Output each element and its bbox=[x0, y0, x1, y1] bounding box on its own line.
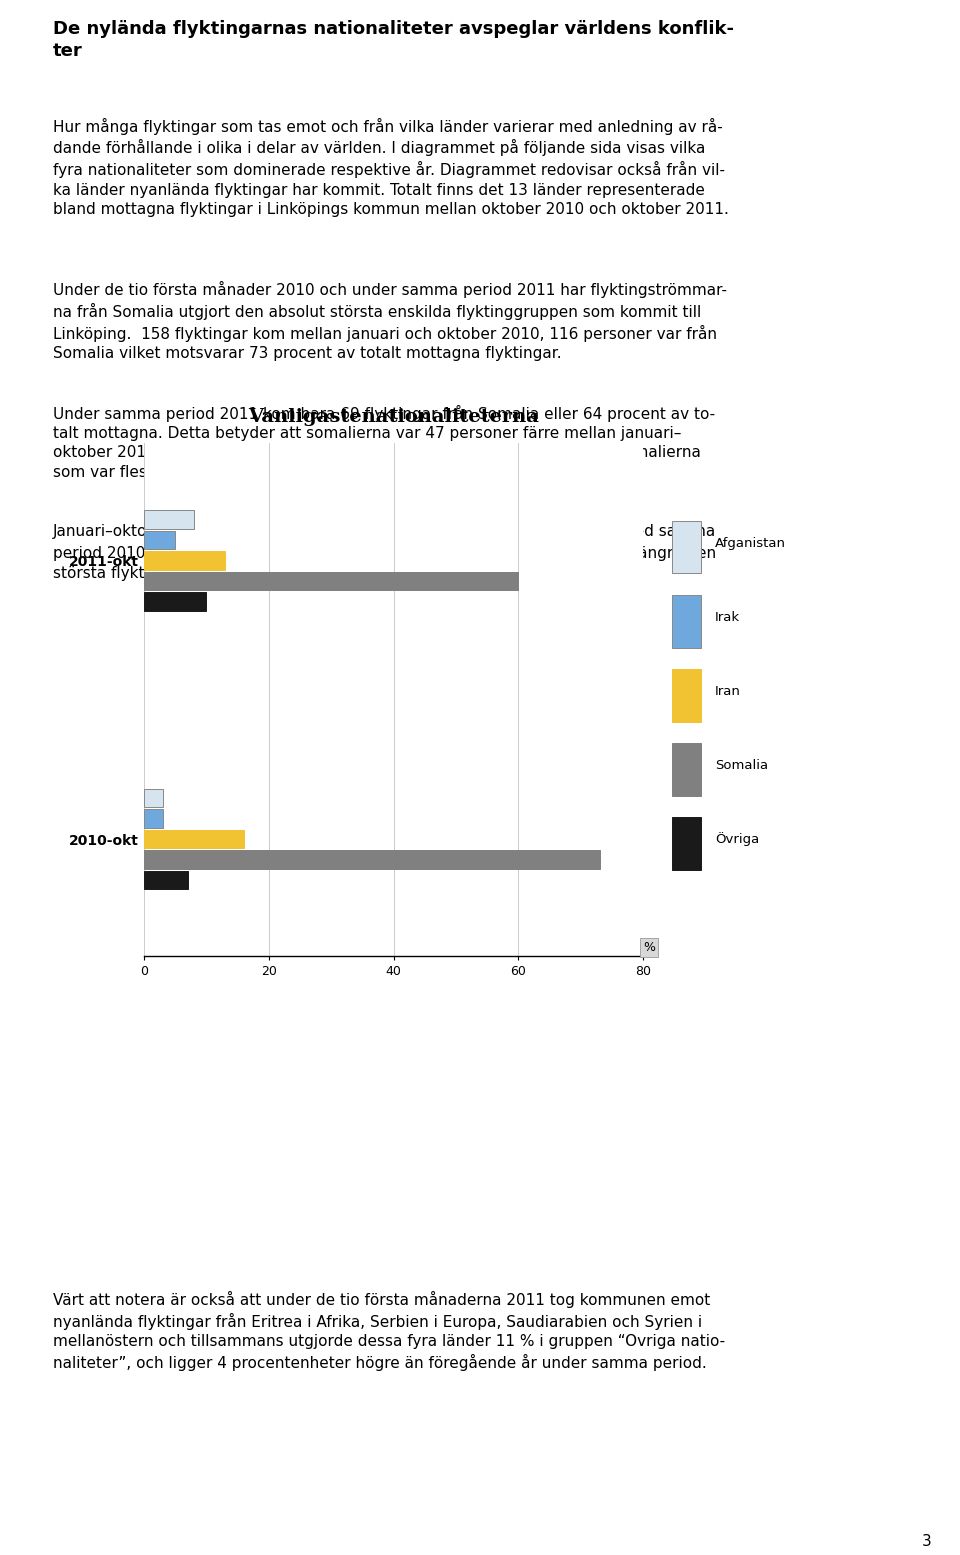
Bar bbox=[144, 851, 599, 869]
Text: %: % bbox=[643, 941, 655, 953]
Text: Övriga: Övriga bbox=[715, 832, 759, 846]
FancyBboxPatch shape bbox=[672, 521, 701, 574]
FancyBboxPatch shape bbox=[672, 596, 701, 647]
Bar bbox=[144, 592, 206, 611]
Text: Under samma period 2011 kom bara 69 flyktingar från Somalia eller 64 procent av : Under samma period 2011 kom bara 69 flyk… bbox=[53, 404, 715, 479]
Text: 3: 3 bbox=[922, 1533, 931, 1549]
FancyBboxPatch shape bbox=[672, 669, 701, 722]
Bar bbox=[144, 550, 225, 569]
FancyBboxPatch shape bbox=[672, 818, 701, 869]
Bar bbox=[144, 572, 518, 589]
Bar bbox=[144, 830, 244, 849]
Text: Värt att notera är också att under de tio första månaderna 2011 tog kommunen emo: Värt att notera är också att under de ti… bbox=[53, 1291, 725, 1370]
FancyBboxPatch shape bbox=[672, 743, 701, 796]
Text: Hur många flyktingar som tas emot och från vilka länder varierar med anledning a: Hur många flyktingar som tas emot och fr… bbox=[53, 118, 729, 216]
Text: Irak: Irak bbox=[715, 611, 740, 624]
Bar bbox=[144, 871, 188, 889]
Bar bbox=[144, 788, 162, 807]
Text: Januari–oktober 2011 kom 15 flyktingar från Irak, det var 12 färre jämfört med s: Januari–oktober 2011 kom 15 flyktingar f… bbox=[53, 522, 716, 580]
Text: Somalia: Somalia bbox=[715, 759, 768, 771]
Text: Under de tio första månader 2010 och under samma period 2011 har flyktingströmma: Under de tio första månader 2010 och und… bbox=[53, 281, 727, 361]
Bar bbox=[144, 530, 176, 549]
Bar bbox=[144, 510, 194, 529]
Text: De nylända flyktingarnas nationaliteter avspeglar världens konflik-
ter: De nylända flyktingarnas nationaliteter … bbox=[53, 20, 733, 59]
Text: Iran: Iran bbox=[715, 684, 741, 698]
Text: Afganistan: Afganistan bbox=[715, 536, 786, 549]
Bar bbox=[144, 810, 162, 827]
Title: Vanligastenationaliteterna: Vanligastenationaliteterna bbox=[248, 409, 540, 426]
